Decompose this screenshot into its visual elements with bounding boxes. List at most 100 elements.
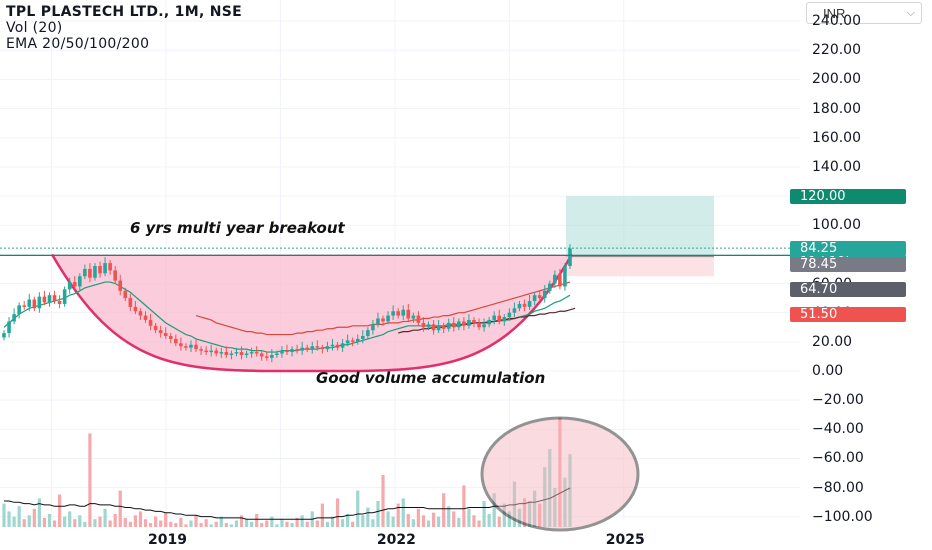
candle [204,346,208,355]
volume-bar [447,506,451,527]
candle-body [148,319,153,326]
volume-bar [361,515,365,527]
volume-bar [346,514,350,527]
candle [386,311,390,325]
candle [174,334,178,347]
volume-bar [543,467,547,527]
candle-body [355,338,360,342]
candle [290,346,294,357]
currency-selector[interactable]: INR ⌵ [806,2,922,24]
candle-body [17,305,21,315]
candle [446,318,451,332]
candle [462,317,466,331]
chevron-down-icon: ⌵ [906,7,915,19]
volume-bars [2,417,572,527]
price-tick-label: 160.00 [812,129,861,146]
candle-body [37,296,42,309]
candle [7,317,11,338]
candle-body [340,343,345,348]
volume-bar [406,514,410,527]
candle [78,273,82,291]
candle [209,344,213,357]
candle-body [234,352,239,354]
candlesticks [2,244,572,363]
candle [361,330,365,344]
volume-bar [250,521,254,527]
candle [522,299,527,312]
candle-body [93,266,97,278]
candle-body [320,347,325,350]
candle [300,341,304,355]
candle-body [285,350,289,353]
volume-bar [209,524,213,527]
volume-bar [482,501,486,527]
candle-body [12,314,16,322]
volume-indicator-label[interactable]: Vol (20) [6,20,63,36]
volume-bar [164,512,168,527]
candle-body [72,282,77,287]
candle-body [345,340,350,344]
volume-bar [421,515,426,527]
candle [83,264,87,280]
candle-body [290,349,294,353]
candle-body [153,325,158,331]
volume-bar [522,498,527,527]
volume-bar [224,523,228,527]
candle [37,292,42,313]
candle-body [204,350,208,353]
volume-bar [128,521,132,527]
candle-body [295,349,299,351]
volume-bar [194,515,198,527]
volume-bar [47,514,52,527]
volume-bar [285,521,289,527]
candle [441,322,446,334]
candle [163,327,168,339]
price-tag-target: 120.00 [790,189,906,205]
volume-bar [386,511,390,527]
candle-body [451,322,456,328]
volume-bar [17,506,21,527]
volume-bar [2,503,6,527]
candle [32,296,37,312]
candle-body [315,346,320,348]
volume-bar [497,516,501,527]
candle [12,308,16,325]
volume-bar [52,520,57,527]
candle [376,312,380,328]
volume-annotation: Good volume accumulation [316,369,546,387]
candle [244,350,249,358]
candle-body [27,299,32,307]
candle [305,344,310,353]
candle-body [441,325,446,329]
candle [67,277,72,294]
candle-body [532,295,537,302]
candle-body [128,298,133,307]
candle [547,280,552,294]
candle [72,276,77,290]
currency-value: INR [823,6,846,21]
ema-indicator-label[interactable]: EMA 20/50/100/200 [6,36,150,52]
volume-bar [93,519,97,527]
volume-bar [553,488,557,527]
candle-body [376,318,380,325]
volume-bar [452,511,456,527]
candle [153,322,158,334]
candle [563,263,567,291]
volume-bar [154,516,158,527]
volume-bar [300,515,304,527]
candle-body [280,350,284,354]
price-tag-entry: 78.45 [790,256,906,272]
volume-bar [295,517,299,527]
candle [350,337,355,347]
price-tick-label: 220.00 [812,42,861,59]
volume-bar [159,520,163,527]
volume-bar [219,516,223,527]
candle-body [179,343,183,347]
candle-body [254,352,259,354]
symbol-title[interactable]: TPL PLASTECH LTD., 1M, NSE [6,4,242,20]
candle [88,263,92,283]
volume-bar [103,508,107,527]
candle-body [22,305,27,307]
volume-bar [27,515,31,527]
